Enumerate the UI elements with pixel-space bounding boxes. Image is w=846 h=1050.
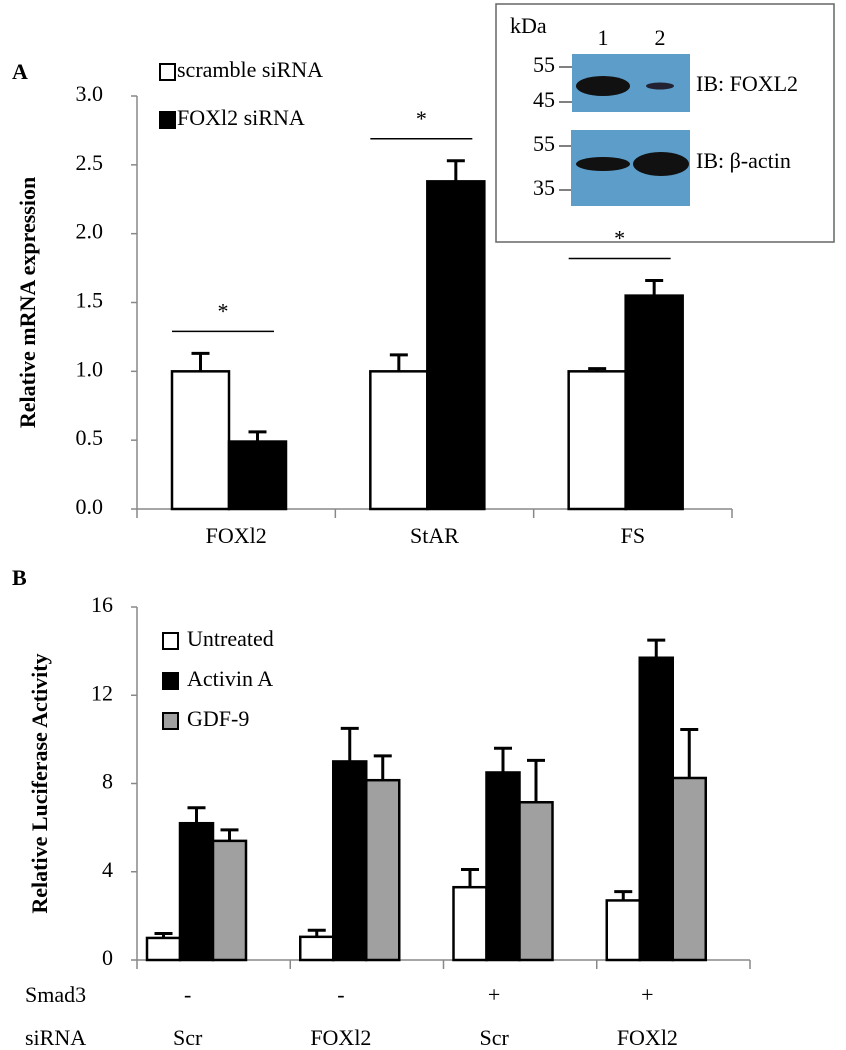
mw-marker: 35 [533,175,555,200]
band [576,76,630,96]
error-bar [220,828,239,841]
x-row-title: Smad3 [25,982,86,1007]
error-bar [248,430,267,442]
error-bar [446,159,465,182]
y-tick-label: 2.5 [76,150,104,175]
error-bar [461,868,479,888]
bar [624,294,684,511]
y-tick-label: 1.5 [76,288,104,313]
y-tick-label: 12 [91,680,113,705]
error-bar [389,353,408,372]
bar [518,801,554,962]
bar [299,935,335,962]
legend-label: Activin A [187,666,273,691]
error-bar [645,278,664,296]
bar [605,899,641,962]
blot-unit: kDa [510,13,547,38]
y-tick-label: 0.5 [76,425,104,450]
x-tick-label: + [488,982,500,1007]
bar [426,180,486,511]
x-tick-label: Scr [173,1025,203,1050]
significance-mark: * [218,298,229,323]
y-axis-title: Relative mRNA expression [15,177,40,428]
x-tick-label: - [337,982,344,1007]
error-bar [527,758,545,803]
bar [211,839,248,962]
blot-label: IB: β-actin [696,148,791,173]
bar [638,656,674,962]
blot-label: IB: FOXL2 [696,71,798,96]
panel-label: B [12,565,27,590]
lane-label: 1 [598,25,609,50]
bar [145,936,182,962]
legend-label: Untreated [187,626,274,651]
bar [365,778,401,962]
y-tick-label: 1.0 [76,356,104,381]
y-tick-label: 3.0 [76,81,104,106]
band [646,82,674,90]
band [633,152,689,176]
x-tick-label: - [184,982,191,1007]
legend-swatch [162,632,179,650]
error-bar [494,746,512,773]
x-tick-label: FS [621,523,645,548]
x-tick-label: FOXl2 [206,523,267,548]
bar [178,821,215,962]
error-bar [187,806,206,824]
error-bar [588,367,607,372]
bar [369,370,429,511]
y-tick-label: 8 [102,769,113,794]
y-tick-label: 0 [102,945,113,970]
legend-label: scramble siRNA [177,57,323,82]
legend-swatch [162,672,179,690]
error-bar [614,890,633,901]
legend-swatch [159,63,176,81]
bar [452,885,488,962]
mw-marker: 55 [533,52,555,77]
mw-marker: 45 [533,87,555,112]
significance-mark: * [416,106,427,131]
x-tick-label: FOXl2 [310,1025,371,1050]
x-tick-label: Scr [479,1025,509,1050]
x-tick-label: StAR [410,523,459,548]
band [576,157,630,171]
bar [671,776,707,962]
x-tick-label: + [641,982,653,1007]
bar [485,771,521,962]
legend-label: GDF-9 [187,706,249,731]
y-tick-label: 0.0 [76,494,104,519]
legend-swatch [162,712,179,730]
legend-swatch [159,111,176,129]
panel-label: A [12,59,28,84]
bar [332,760,368,962]
significance-mark: * [614,226,625,251]
error-bar [647,638,666,658]
lane-label: 2 [655,25,666,50]
bar [227,440,288,511]
mw-marker: 55 [533,131,555,156]
bar [170,370,231,511]
y-tick-label: 2.0 [76,219,104,244]
bar [567,370,627,511]
error-bar [373,754,392,781]
x-row-title: siRNA [25,1025,86,1050]
error-bar [680,727,699,778]
y-tick-label: 4 [102,857,113,882]
blot-inset: kDa 1 2 55 45 55 35 IB: FOXL2 IB: β-acti… [495,3,835,243]
y-axis-title: Relative Luciferase Activity [27,653,52,913]
error-bar [191,351,210,372]
y-tick-label: 16 [91,592,113,617]
x-tick-label: FOXl2 [617,1025,678,1050]
error-bar [340,726,359,762]
error-bar [307,928,326,937]
legend-label: FOXl2 siRNA [177,105,305,130]
error-bar [154,932,173,938]
